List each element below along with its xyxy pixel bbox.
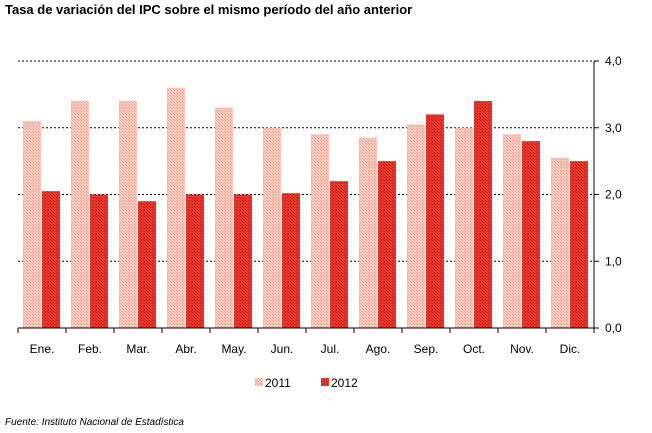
bar-2012-jul [330, 181, 348, 328]
bar-2012-abr [186, 194, 204, 328]
x-tick-label: Mar. [126, 342, 149, 356]
bar-2012-mar [138, 201, 156, 328]
bar-chart: 0,0 1,0 2,0 3,0 4,0 Ene. Feb. Mar. Abr. May. Jun. J… [17, 54, 622, 390]
x-tick-label: Nov. [510, 342, 534, 356]
bar-2011-ene [23, 121, 41, 328]
x-tick-label: Dic. [560, 342, 581, 356]
x-tick-label: Ene. [30, 342, 55, 356]
x-tick-label: Feb. [78, 342, 102, 356]
bar-2012-feb [90, 194, 108, 328]
y-tick-label: 1,0 [605, 254, 622, 268]
y-tick-label: 4,0 [605, 54, 622, 68]
bar-2012-oct [474, 101, 492, 328]
y-tick-label: 0,0 [605, 321, 622, 335]
bar-2011-may [215, 107, 233, 328]
x-tick-label: Oct. [463, 342, 485, 356]
chart-title: Tasa de variación del IPC sobre el mismo… [5, 2, 413, 17]
y-tick-label: 2,0 [605, 188, 622, 202]
bar-2011-abr [167, 87, 185, 328]
y-tick-label: 3,0 [605, 121, 622, 135]
legend-swatch-2011 [255, 378, 263, 386]
bar-2012-dic [570, 161, 588, 328]
x-tick-label: Abr. [175, 342, 196, 356]
bar-2012-jun [282, 193, 300, 328]
legend-label-2011: 2011 [265, 376, 291, 390]
bar-2012-sep [426, 114, 444, 329]
bar-2011-jul [311, 134, 329, 328]
legend-label-2012: 2012 [331, 376, 358, 390]
x-tick-label: May. [221, 342, 246, 356]
bar-2011-feb [71, 101, 89, 328]
x-tick-label: Jul. [321, 342, 340, 356]
bar-2012-nov [522, 141, 540, 328]
bar-2011-nov [503, 134, 521, 328]
bar-2011-jun [263, 127, 281, 328]
x-tick-label: Sep. [414, 342, 439, 356]
bar-2011-ago [359, 137, 377, 328]
legend-swatch-2012 [321, 378, 329, 386]
x-tick-label: Jun. [271, 342, 294, 356]
bar-2012-ene [42, 191, 60, 328]
bar-2011-oct [455, 127, 473, 328]
x-tick-label: Ago. [366, 342, 391, 356]
bar-2012-may [234, 194, 252, 328]
bar-2011-sep [407, 124, 425, 328]
bar-2011-dic [551, 157, 569, 328]
bar-2011-mar [119, 101, 137, 328]
bar-2012-ago [378, 161, 396, 328]
source-note: Fuente: Instituto Nacional de Estadístic… [5, 417, 184, 428]
